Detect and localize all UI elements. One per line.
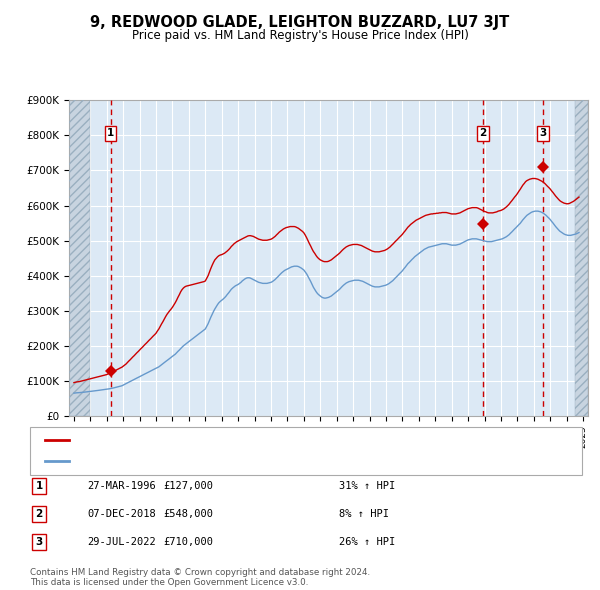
- Text: 27-MAR-1996: 27-MAR-1996: [87, 481, 156, 491]
- Text: 29-JUL-2022: 29-JUL-2022: [87, 537, 156, 546]
- Bar: [69, 100, 91, 416]
- Text: 2: 2: [35, 509, 43, 519]
- Text: 1: 1: [107, 129, 114, 139]
- Text: £548,000: £548,000: [163, 509, 213, 519]
- Text: 3: 3: [539, 129, 547, 139]
- Text: 31% ↑ HPI: 31% ↑ HPI: [339, 481, 395, 491]
- Text: 8% ↑ HPI: 8% ↑ HPI: [339, 509, 389, 519]
- Text: £710,000: £710,000: [163, 537, 213, 546]
- Text: 1: 1: [35, 481, 43, 491]
- Text: Contains HM Land Registry data © Crown copyright and database right 2024.
This d: Contains HM Land Registry data © Crown c…: [30, 568, 370, 587]
- Text: 9, REDWOOD GLADE, LEIGHTON BUZZARD, LU7 3JT (detached house): 9, REDWOOD GLADE, LEIGHTON BUZZARD, LU7 …: [73, 435, 436, 445]
- Text: Price paid vs. HM Land Registry's House Price Index (HPI): Price paid vs. HM Land Registry's House …: [131, 30, 469, 42]
- Bar: [575, 100, 588, 416]
- Text: 3: 3: [35, 537, 43, 546]
- Bar: [69, 100, 91, 416]
- Bar: [575, 100, 588, 416]
- Text: 2: 2: [479, 129, 487, 139]
- Text: £127,000: £127,000: [163, 481, 213, 491]
- Text: 07-DEC-2018: 07-DEC-2018: [87, 509, 156, 519]
- Text: 26% ↑ HPI: 26% ↑ HPI: [339, 537, 395, 546]
- Text: 9, REDWOOD GLADE, LEIGHTON BUZZARD, LU7 3JT: 9, REDWOOD GLADE, LEIGHTON BUZZARD, LU7 …: [91, 15, 509, 30]
- Text: HPI: Average price, detached house, Central Bedfordshire: HPI: Average price, detached house, Cent…: [73, 457, 374, 467]
